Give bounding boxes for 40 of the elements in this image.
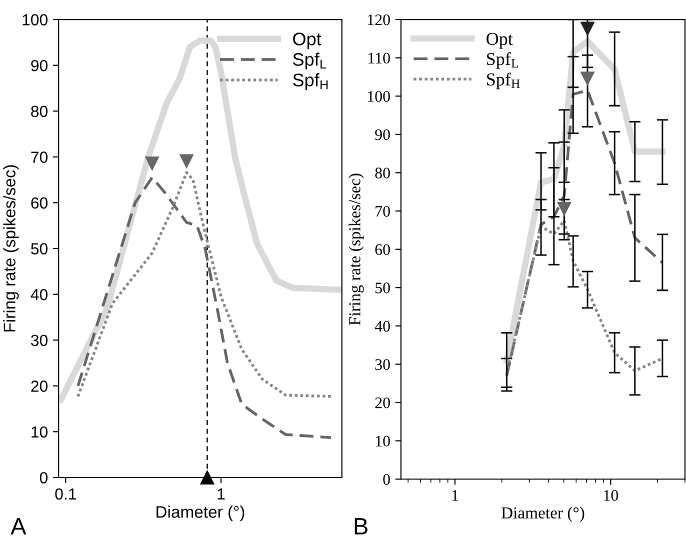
legend-label: Spf$_{H}$: [293, 73, 328, 90]
y-tick-label: 50: [31, 243, 48, 254]
y-axis-title: Firing rate (spikes/sec): [348, 174, 364, 326]
y-tick-label: 60: [375, 244, 390, 256]
x-tick-label: 0.1: [55, 488, 76, 500]
x-axis-title: Diameter (°): [501, 506, 584, 522]
y-tick-label: 80: [375, 168, 390, 178]
y-tick-label: 0: [40, 472, 48, 484]
y-tick-label: 50: [376, 282, 390, 294]
y-tick-label: 40: [374, 320, 390, 332]
y-tick-label: 90: [375, 129, 390, 140]
y-tick-label: 10: [32, 426, 48, 438]
legend-label: Spf$_{L}$: [293, 52, 326, 70]
legend-label: Opt: [486, 32, 513, 49]
y-tick-label: 80: [31, 106, 48, 118]
x-tick-label: 1: [218, 488, 225, 500]
y-tick-label: 20: [375, 397, 390, 408]
text: A: [10, 518, 26, 534]
y-tick-label: 70: [376, 206, 390, 217]
y-tick-label: 20: [31, 380, 48, 392]
y-tick-label: 0: [383, 474, 390, 485]
y-tick-label: 120: [368, 14, 390, 26]
text: B: [354, 518, 368, 534]
legend-label: Spf$_{H}$: [487, 72, 520, 90]
legend-label: Opt: [293, 32, 322, 49]
y-tick-label: 110: [368, 52, 390, 64]
x-axis-title: Diameter (°): [156, 506, 244, 522]
y-tick-label: 100: [22, 14, 48, 26]
x-tick-label: 1: [452, 490, 458, 501]
y-axis-title: Firing rate (spikes/sec): [3, 165, 19, 332]
y-tick-label: 100: [368, 91, 390, 102]
y-tick-label: 30: [375, 359, 390, 370]
x-tick-label: 10: [604, 490, 618, 501]
y-tick-label: 90: [31, 60, 48, 72]
y-tick-label: 30: [31, 334, 48, 346]
y-tick-label: 70: [31, 152, 48, 163]
y-tick-label: 10: [376, 436, 390, 447]
legend-label: Spf$_{L}$: [487, 52, 518, 69]
y-tick-label: 60: [31, 197, 48, 209]
y-tick-label: 40: [30, 288, 48, 300]
